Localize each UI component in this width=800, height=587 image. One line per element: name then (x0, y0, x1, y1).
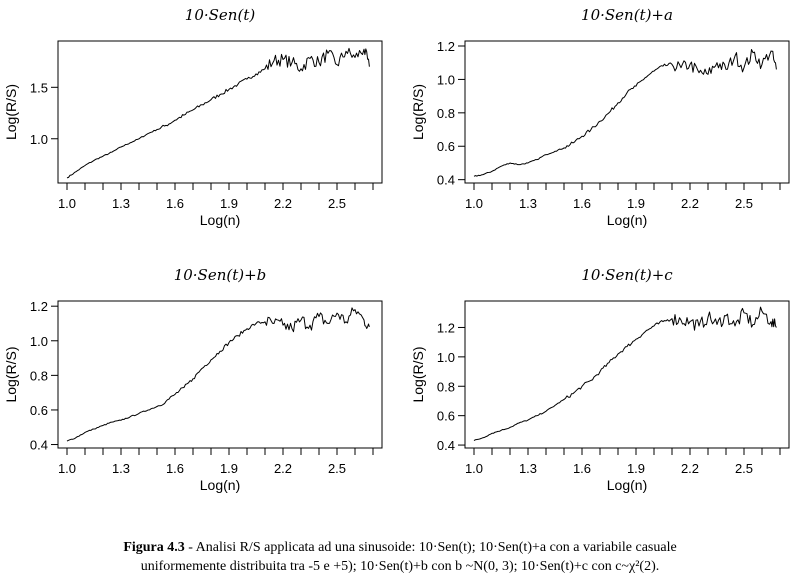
x-tick-label: 1.0 (465, 196, 483, 211)
y-tick-label: 0.8 (30, 368, 48, 383)
x-tick-label: 1.3 (112, 196, 130, 211)
x-tick-label: 1.0 (58, 196, 76, 211)
y-tick-label: 0.6 (437, 409, 455, 424)
y-tick-label: 1.0 (437, 350, 455, 365)
x-tick-label: 1.9 (627, 196, 645, 211)
x-tick-label: 1.0 (58, 461, 76, 476)
x-axis-label: Log(n) (607, 477, 647, 493)
chart-panel-2: 10·Sen(t)+a 1.0 1.3 1.6 1.9 2.2 2.5 0.4 0.6 0.8 1.… (410, 6, 790, 228)
plot-frame (57, 40, 383, 184)
y-tick-label: 1.0 (30, 334, 48, 349)
y-tick-label: 1.2 (30, 299, 48, 314)
y-axis-label: Log(R/S) (410, 346, 426, 402)
chart-title: 10·Sen(t)+a (581, 6, 673, 24)
caption-label: Figura 4.3 (123, 540, 185, 555)
chart-title: 10·Sen(t)+b (174, 266, 267, 284)
caption-line-2: uniformemente distribuita tra -5 e +5); … (140, 559, 660, 574)
x-tick-label: 2.2 (681, 461, 699, 476)
caption-text-1: - Analisi R/S applicata ad una sinusoide… (184, 540, 677, 555)
y-tick-label: 1.2 (437, 320, 455, 335)
x-tick-label: 2.5 (735, 461, 753, 476)
y-tick-label: 1.0 (437, 72, 455, 87)
series-line (473, 49, 777, 177)
series-line (66, 47, 370, 179)
y-tick-label: 0.6 (30, 403, 48, 418)
x-tick-label: 1.9 (627, 461, 645, 476)
plot-frame (464, 40, 790, 184)
y-tick-label: 0.8 (437, 106, 455, 121)
x-tick-label: 1.3 (112, 461, 130, 476)
chart-title: 10·Sen(t)+c (581, 266, 673, 284)
y-tick-label: 0.4 (437, 173, 455, 188)
x-tick-label: 1.6 (166, 196, 184, 211)
x-axis-label: Log(n) (607, 212, 647, 228)
y-tick-label: 1.2 (437, 39, 455, 54)
chart-panel-4: 10·Sen(t)+c 1.0 1.3 1.6 1.9 2.2 2.5 0.4 0.6 0.8 1.… (410, 266, 790, 493)
x-tick-label: 2.2 (274, 196, 292, 211)
y-tick-label: 0.6 (437, 139, 455, 154)
x-tick-label: 2.2 (274, 461, 292, 476)
x-axis-label: Log(n) (200, 477, 240, 493)
y-tick-label: 1.0 (30, 132, 48, 147)
x-axis-label: Log(n) (200, 212, 240, 228)
chart-panel-1: 10·Sen(t) 1.0 1.3 1.6 1.9 2.2 2.5 1.0 1.5 Log(n) L… (3, 6, 383, 228)
y-tick-label: 1.5 (30, 80, 48, 95)
x-tick-label: 1.6 (166, 461, 184, 476)
x-tick-label: 2.5 (328, 461, 346, 476)
x-tick-label: 2.2 (681, 196, 699, 211)
x-tick-label: 1.0 (465, 461, 483, 476)
x-tick-label: 1.6 (573, 196, 591, 211)
y-axis-label: Log(R/S) (3, 84, 19, 140)
y-tick-label: 0.4 (437, 438, 455, 453)
series-line (473, 306, 777, 442)
x-tick-label: 1.3 (519, 461, 537, 476)
x-tick-label: 1.6 (573, 461, 591, 476)
y-axis-label: Log(R/S) (3, 346, 19, 402)
y-axis-label: Log(R/S) (410, 84, 426, 140)
x-tick-label: 2.5 (735, 196, 753, 211)
y-tick-label: 0.4 (30, 438, 48, 453)
x-tick-label: 1.9 (220, 196, 238, 211)
x-tick-label: 1.9 (220, 461, 238, 476)
figure-caption: Figura 4.3 - Analisi R/S applicata ad un… (0, 538, 800, 576)
series-line (66, 307, 370, 442)
plot-frame (464, 300, 790, 449)
plot-frame (57, 300, 383, 449)
x-tick-label: 2.5 (328, 196, 346, 211)
x-tick-label: 1.3 (519, 196, 537, 211)
y-tick-label: 0.8 (437, 379, 455, 394)
chart-panel-3: 10·Sen(t)+b 1.0 1.3 1.6 1.9 2.2 2.5 0.4 0.6 0.8 1.… (3, 266, 383, 493)
chart-title: 10·Sen(t) (185, 6, 256, 24)
caption-line-1: Figura 4.3 - Analisi R/S applicata ad un… (0, 538, 800, 557)
